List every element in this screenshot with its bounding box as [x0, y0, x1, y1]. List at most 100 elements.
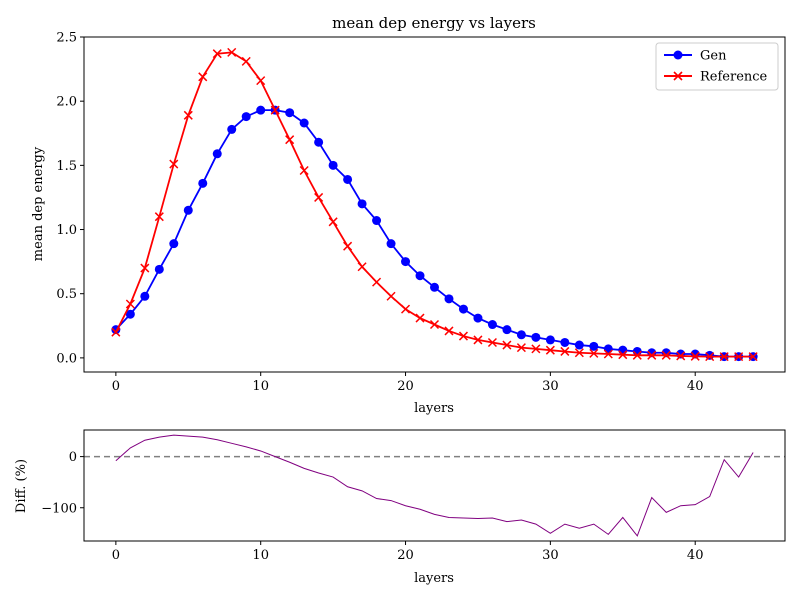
- top-point-gen: [140, 291, 150, 301]
- top-point-gen: [357, 199, 367, 209]
- legend-marker-reference: [673, 71, 683, 81]
- top-point-reference: [589, 348, 599, 358]
- bottom-plot-frame: [83, 429, 786, 542]
- top-point-reference: [299, 165, 309, 176]
- top-point-reference: [444, 326, 454, 336]
- top-point-reference: [676, 351, 686, 361]
- top-point-gen: [169, 239, 179, 249]
- top-point-reference: [314, 192, 324, 202]
- top-point-gen: [603, 344, 613, 354]
- bottom-chart-xlabel: layers: [414, 571, 454, 586]
- top-point-gen: [487, 320, 497, 330]
- legend: Gen Reference: [655, 42, 779, 91]
- bottom-xtick-label: 40: [687, 548, 704, 563]
- top-point-gen: [372, 216, 382, 226]
- bottom-ytick-label: −100: [41, 501, 77, 516]
- top-xtick-label: 20: [397, 379, 414, 394]
- bottom-series-line-diff: [115, 434, 754, 537]
- top-point-gen: [545, 335, 555, 345]
- top-point-gen: [705, 350, 715, 360]
- top-point-reference: [372, 277, 382, 287]
- top-point-gen: [285, 108, 295, 118]
- bottom-xtick-label: 30: [542, 548, 559, 563]
- top-point-reference: [227, 47, 237, 57]
- bottom-chart-marks: [84, 434, 785, 537]
- top-point-gen: [574, 340, 584, 350]
- top-point-gen: [560, 337, 570, 347]
- legend-marker-gen: [673, 50, 683, 60]
- top-point-reference: [111, 327, 121, 337]
- top-point-reference: [719, 352, 729, 362]
- top-ytick-label: 0.0: [56, 351, 77, 366]
- top-point-reference: [748, 352, 758, 362]
- top-point-reference: [328, 217, 338, 227]
- bottom-chart: 0 10 20 30 40 0 −100 layers Diff. (%): [14, 429, 786, 586]
- top-point-gen: [183, 205, 193, 215]
- top-point-reference: [183, 110, 193, 120]
- top-point-gen: [212, 149, 222, 159]
- top-chart: mean dep energy vs layers 0 10 20 30 40 0.0 0.…: [31, 14, 786, 416]
- top-xtick-label: 10: [252, 379, 269, 394]
- top-point-gen: [589, 341, 599, 351]
- top-point-reference: [212, 49, 222, 59]
- top-point-reference: [241, 56, 251, 66]
- top-xtick-label: 40: [687, 379, 704, 394]
- top-point-gen: [531, 332, 541, 342]
- top-point-gen: [328, 160, 338, 170]
- top-point-reference: [125, 299, 135, 309]
- top-point-reference: [357, 262, 367, 272]
- top-point-gen: [415, 271, 425, 281]
- top-point-reference: [169, 159, 179, 169]
- top-point-reference: [618, 350, 628, 360]
- top-point-gen: [618, 345, 628, 355]
- top-chart-ylabel: mean dep energy: [31, 146, 46, 261]
- top-point-reference: [343, 241, 353, 251]
- top-point-reference: [458, 331, 468, 341]
- top-ytick-label: 2.0: [56, 95, 77, 110]
- top-point-reference: [270, 105, 280, 115]
- top-ytick-label: 1.5: [56, 159, 77, 174]
- top-point-gen: [256, 105, 266, 115]
- top-chart-marks: [111, 47, 758, 362]
- top-point-reference: [256, 76, 266, 86]
- top-chart-axes: 0 10 20 30 40 0.0 0.5 1.0 1.5 2.0 2.5: [56, 31, 786, 394]
- legend-entry-reference: Reference: [664, 70, 768, 85]
- bottom-chart-axes: 0 10 20 30 40 0 −100: [41, 429, 786, 563]
- top-point-reference: [487, 337, 497, 348]
- top-point-gen: [676, 349, 686, 359]
- top-point-reference: [560, 346, 570, 356]
- top-point-reference: [386, 291, 396, 301]
- top-point-reference: [140, 263, 150, 273]
- top-chart-title: mean dep energy vs layers: [332, 14, 536, 32]
- top-point-reference: [661, 350, 671, 360]
- top-point-reference: [502, 340, 512, 350]
- top-point-gen: [386, 239, 396, 249]
- top-plot-frame: [83, 36, 786, 373]
- bottom-xtick-label: 20: [397, 548, 414, 563]
- bottom-xtick-label: 0: [112, 548, 120, 563]
- bottom-xtick-label: 10: [252, 548, 269, 563]
- top-point-gen: [401, 257, 411, 267]
- top-point-reference: [516, 343, 526, 353]
- top-point-gen: [125, 309, 135, 319]
- top-point-gen: [343, 174, 353, 184]
- top-point-gen: [430, 282, 439, 292]
- legend-label-gen: Gen: [700, 49, 727, 64]
- top-point-reference: [690, 351, 700, 361]
- top-point-reference: [415, 313, 425, 323]
- bottom-ytick-label: 0: [69, 450, 77, 465]
- top-point-reference: [429, 319, 440, 330]
- top-point-reference: [154, 212, 164, 222]
- top-point-gen: [299, 118, 309, 128]
- top-point-reference: [531, 344, 541, 354]
- top-point-reference: [705, 352, 715, 362]
- top-point-reference: [574, 348, 584, 358]
- top-xtick-label: 0: [112, 379, 120, 394]
- top-point-gen: [241, 112, 251, 122]
- top-point-gen: [444, 294, 454, 304]
- top-point-gen: [516, 330, 526, 340]
- top-point-reference: [647, 350, 657, 360]
- bottom-chart-ylabel: Diff. (%): [14, 459, 29, 513]
- top-point-reference: [401, 304, 411, 314]
